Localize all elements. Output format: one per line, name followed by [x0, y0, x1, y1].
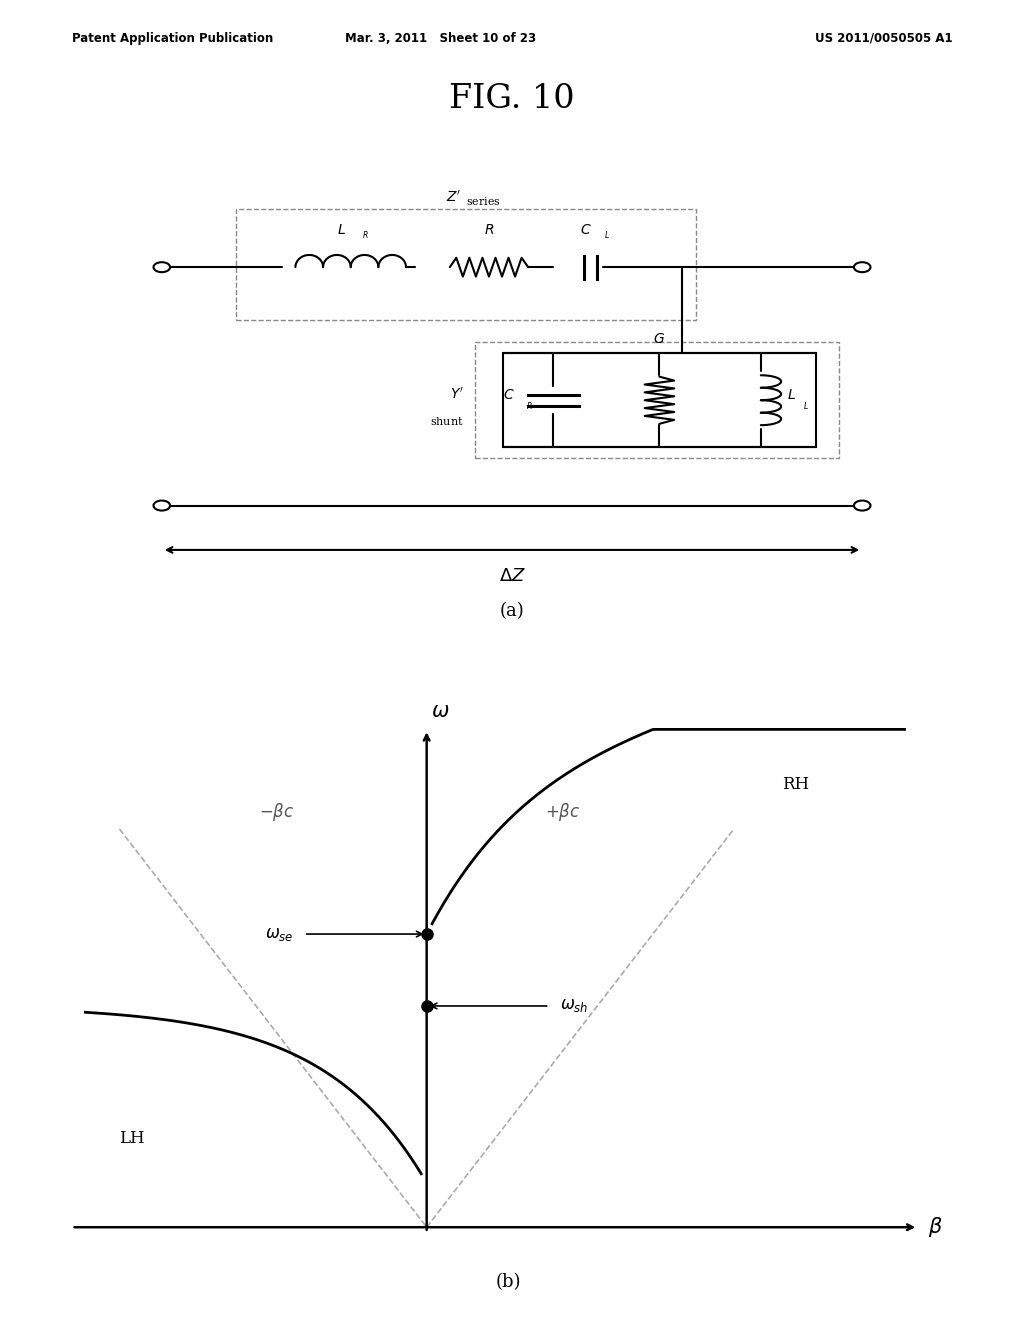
- Text: $L$: $L$: [786, 388, 796, 401]
- Text: $C$: $C$: [580, 223, 592, 236]
- Text: LH: LH: [120, 1130, 145, 1147]
- Text: Patent Application Publication: Patent Application Publication: [72, 32, 273, 45]
- Text: $\mathregular{shunt}$: $\mathregular{shunt}$: [430, 416, 464, 428]
- Text: $\mathregular{series}$: $\mathregular{series}$: [466, 195, 501, 207]
- Text: $\beta$: $\beta$: [929, 1216, 943, 1239]
- Text: (a): (a): [500, 602, 524, 620]
- Text: $G$: $G$: [653, 333, 666, 346]
- Text: $+\beta c$: $+\beta c$: [546, 801, 581, 824]
- Text: $_R$: $_R$: [361, 230, 369, 243]
- Text: $\omega$: $\omega$: [431, 702, 450, 721]
- Text: $L$: $L$: [337, 223, 346, 236]
- Text: $\Delta Z$: $\Delta Z$: [499, 566, 525, 585]
- Text: $R$: $R$: [483, 223, 495, 236]
- Text: $_R$: $_R$: [526, 401, 534, 413]
- Text: Mar. 3, 2011   Sheet 10 of 23: Mar. 3, 2011 Sheet 10 of 23: [345, 32, 536, 45]
- Text: $Y'$: $Y'$: [451, 387, 464, 403]
- Text: $Z'$: $Z'$: [446, 189, 462, 205]
- Text: $_L$: $_L$: [604, 230, 610, 243]
- Text: $\omega_{sh}$: $\omega_{sh}$: [560, 998, 589, 1015]
- Text: (b): (b): [496, 1274, 521, 1291]
- Text: $_L$: $_L$: [803, 401, 809, 413]
- Text: US 2011/0050505 A1: US 2011/0050505 A1: [815, 32, 952, 45]
- Text: $C$: $C$: [503, 388, 515, 401]
- Text: $-\beta c$: $-\beta c$: [259, 801, 294, 824]
- Text: RH: RH: [781, 776, 809, 793]
- Text: $\omega_{se}$: $\omega_{se}$: [265, 925, 294, 942]
- Text: FIG. 10: FIG. 10: [450, 83, 574, 115]
